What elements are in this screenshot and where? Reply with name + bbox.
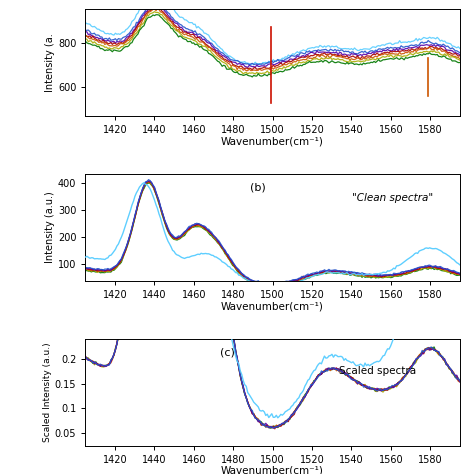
Text: "Clean spectra": "Clean spectra" [352,193,433,203]
Y-axis label: Intensity (a.: Intensity (a. [45,33,55,92]
Text: (b): (b) [250,183,265,193]
Y-axis label: Scaled Intensity (a.u.): Scaled Intensity (a.u.) [43,343,52,442]
Y-axis label: Intensity (a.u.): Intensity (a.u.) [45,191,55,264]
Text: Scaled spectra: Scaled spectra [339,366,416,376]
X-axis label: Wavenumber(cm⁻¹): Wavenumber(cm⁻¹) [221,136,324,146]
X-axis label: Wavenumber(cm⁻¹): Wavenumber(cm⁻¹) [221,301,324,311]
Text: (c): (c) [220,348,235,358]
X-axis label: Wavenumber(cm⁻¹): Wavenumber(cm⁻¹) [221,466,324,474]
